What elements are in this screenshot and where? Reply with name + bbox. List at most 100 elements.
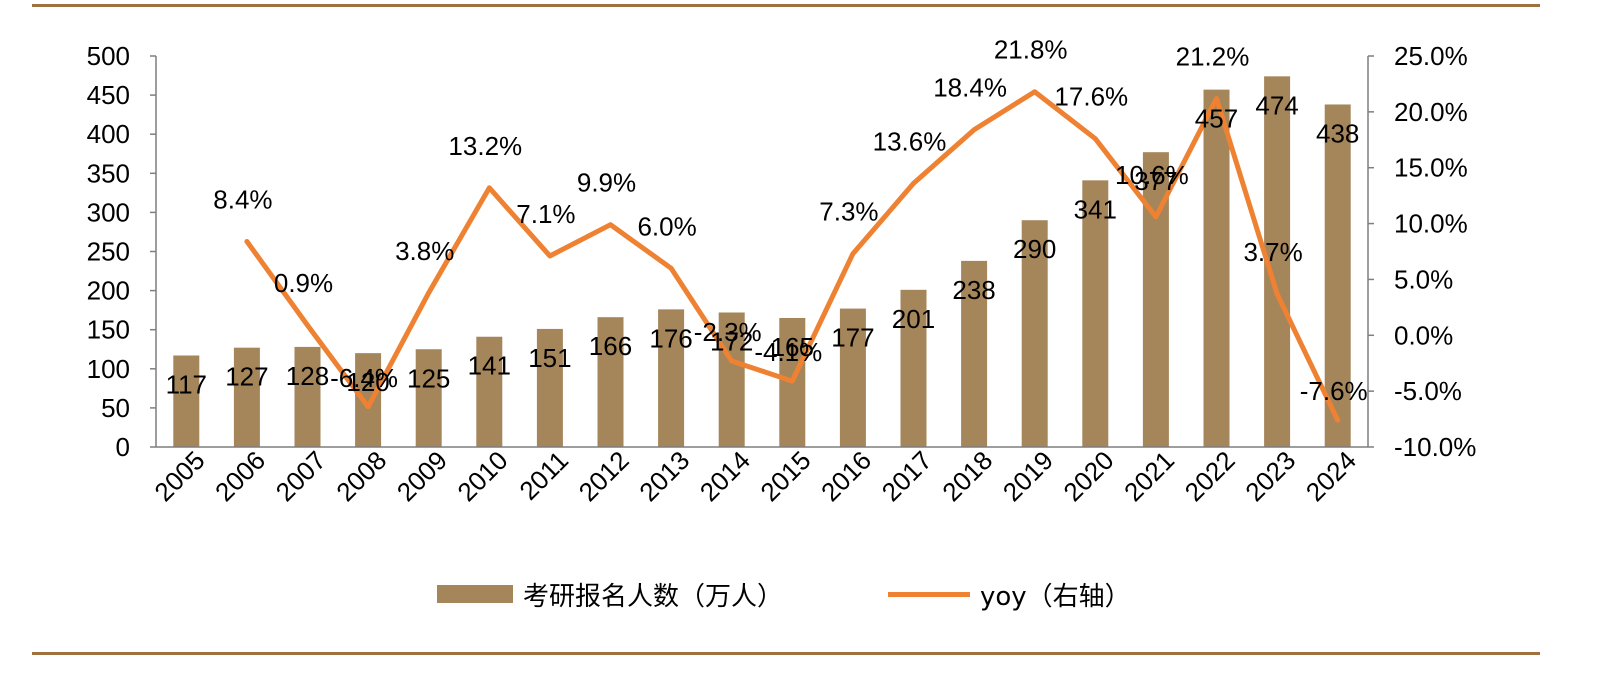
bar-value-label-2023: 474: [1255, 90, 1298, 120]
yoy-value-label-2008: -6.4%: [330, 363, 398, 393]
right-tick-label: 15.0%: [1394, 153, 1468, 183]
yoy-line: [244, 89, 1341, 423]
x-tick-label-2023: 2023: [1239, 445, 1301, 507]
legend-item-bar: 考研报名人数（万人）: [437, 574, 783, 614]
yoy-value-label-2017: 13.6%: [873, 126, 947, 156]
bar-value-label-2015: 165: [771, 332, 814, 362]
x-tick-label-2018: 2018: [936, 445, 998, 507]
right-tick-label: 10.0%: [1394, 209, 1468, 239]
bar-2014: [718, 312, 745, 447]
left-tick-label: 100: [87, 354, 130, 384]
bar-value-label-2022: 457: [1195, 104, 1238, 134]
yoy-value-label-2023: 3.7%: [1243, 237, 1302, 267]
left-tick-label: 50: [101, 393, 130, 423]
x-tick-label-2022: 2022: [1179, 445, 1241, 507]
left-tick-label: 350: [87, 158, 130, 188]
x-tick-label-2021: 2021: [1118, 445, 1180, 507]
yoy-value-label-2021: 10.6%: [1115, 160, 1189, 190]
x-tick-label-2020: 2020: [1057, 445, 1119, 507]
bar-2008: [355, 353, 382, 447]
legend-item-line: yoy（右轴）: [888, 574, 1131, 614]
bar-2011: [536, 328, 563, 447]
right-tick-label: -5.0%: [1394, 376, 1462, 406]
bar-value-label-2010: 141: [468, 351, 511, 381]
yoy-value-label-2019: 21.8%: [994, 35, 1068, 65]
bar-value-label-2021: 377: [1134, 166, 1177, 196]
left-tick-label: 400: [87, 119, 130, 149]
yoy-value-label-2024: -7.6%: [1300, 376, 1368, 406]
x-tick-label-2007: 2007: [270, 445, 332, 507]
top-rule: [32, 4, 1540, 7]
x-tick-label-2024: 2024: [1300, 445, 1362, 507]
bar-2013: [658, 309, 685, 447]
data-labels: 117 127 128 120 125 141 151 166 176 172 165 177 201 2…: [166, 35, 1368, 406]
left-tick-label: 500: [87, 41, 130, 71]
bar-value-label-2013: 176: [649, 323, 692, 353]
bar-2009: [415, 349, 442, 447]
left-tick-label: 150: [87, 315, 130, 345]
bar-2019: [1021, 220, 1048, 447]
yoy-value-label-2013: 6.0%: [637, 211, 696, 241]
left-tick-label: 450: [87, 80, 130, 110]
x-tick-label-2008: 2008: [330, 445, 392, 507]
legend-bar-label: 考研报名人数（万人）: [523, 581, 784, 612]
x-tick-label-2013: 2013: [633, 445, 695, 507]
x-tick-label-2010: 2010: [451, 445, 513, 507]
bar-value-label-2009: 125: [407, 363, 450, 393]
yoy-value-label-2022: 21.2%: [1176, 41, 1250, 71]
bar-2016: [839, 308, 866, 447]
bar-2005: [173, 355, 200, 447]
bar-value-label-2018: 238: [952, 275, 995, 305]
bar-value-label-2016: 177: [831, 323, 874, 353]
x-tick-label-2005: 2005: [148, 445, 210, 507]
legend: 考研报名人数（万人） yoy（右轴）: [0, 574, 1602, 614]
yoy-value-label-2007: 0.9%: [274, 268, 333, 298]
x-tick-label-2017: 2017: [876, 445, 938, 507]
x-tick-label-2011: 2011: [513, 445, 574, 506]
x-tick-label-2006: 2006: [209, 445, 271, 507]
right-tick-label: 5.0%: [1394, 264, 1453, 294]
left-tick-label: 0: [116, 432, 130, 462]
bar-2020: [1082, 180, 1109, 447]
yoy-value-label-2006: 8.4%: [213, 184, 272, 214]
left-tick-label: 300: [87, 197, 130, 227]
bar-2012: [597, 317, 624, 447]
chart: 0 50 100 150 200 250 300 350 400 450 500 -10.0% -5.0…: [87, 35, 1477, 507]
x-tick-label-2015: 2015: [754, 445, 816, 507]
legend-line-label: yoy（右轴）: [980, 581, 1131, 612]
bar-2010: [476, 336, 503, 447]
yoy-value-label-2010: 13.2%: [448, 131, 522, 161]
bar-2006: [233, 347, 260, 447]
bar-value-label-2017: 201: [892, 304, 935, 334]
yoy-value-label-2018: 18.4%: [933, 73, 1007, 103]
legend-line-swatch: [888, 591, 970, 597]
legend-bar-swatch: [437, 585, 513, 603]
bar-value-label-2012: 166: [589, 331, 632, 361]
right-tick-label: 0.0%: [1394, 320, 1453, 350]
bar-value-label-2005: 117: [166, 370, 207, 400]
yoy-value-label-2009: 3.8%: [395, 236, 454, 266]
yoy-value-label-2011: 7.1%: [516, 199, 575, 229]
yoy-value-label-2016: 7.3%: [819, 197, 878, 227]
bar-value-label-2019: 290: [1013, 234, 1056, 264]
bar-value-label-2006: 127: [225, 362, 268, 392]
yoy-value-label-2014: -2.3%: [694, 317, 762, 347]
bar-2018: [961, 260, 988, 447]
yoy-value-label-2020: 17.6%: [1054, 82, 1128, 112]
bar-value-label-2014: 172: [710, 326, 753, 356]
bar-2022: [1203, 89, 1230, 447]
right-tick-label: 20.0%: [1394, 97, 1468, 127]
yoy-value-label-2012: 9.9%: [577, 168, 636, 198]
bar-value-label-2020: 341: [1074, 194, 1117, 224]
bar-value-label-2007: 128: [286, 361, 329, 391]
x-tick-label-2009: 2009: [391, 445, 453, 507]
bar-value-label-2024: 438: [1316, 118, 1359, 148]
bottom-rule: [32, 652, 1540, 655]
bar-value-label-2008: 120: [346, 367, 389, 397]
bar-value-label-2011: 151: [528, 343, 571, 373]
bar-2024: [1324, 104, 1351, 447]
right-tick-label: 25.0%: [1394, 41, 1468, 71]
x-tick-label-2014: 2014: [694, 445, 756, 507]
left-tick-label: 200: [87, 276, 130, 306]
left-tick-label: 250: [87, 237, 130, 267]
